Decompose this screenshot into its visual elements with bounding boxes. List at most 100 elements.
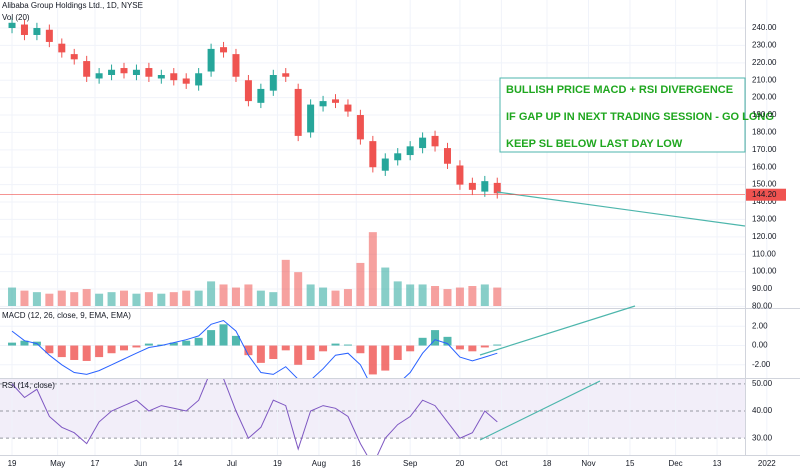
volume-bar [455, 287, 464, 306]
annotation: IF GAP UP IN NEXT TRADING SESSION - GO L… [506, 111, 774, 123]
volume-bar [331, 290, 340, 306]
x-tick-label: Jul [227, 459, 237, 468]
volume-bar [269, 292, 278, 306]
volume-bar [207, 281, 216, 306]
y-tick-label: 200.00 [752, 93, 777, 102]
macd-histogram-bar [406, 345, 415, 352]
trend-line [479, 380, 601, 441]
candle-body [157, 74, 165, 79]
volume-bar [107, 292, 116, 306]
macd-histogram-bar [169, 342, 178, 346]
volume-bar [244, 284, 253, 306]
volume-bar [157, 293, 166, 306]
candle-body [443, 148, 451, 164]
candle-body [294, 88, 302, 136]
macd-histogram-bar [95, 345, 104, 358]
volume-bar [493, 287, 502, 306]
volume-bar [281, 259, 290, 306]
candle-body [20, 24, 28, 35]
last-price-label: 144.20 [752, 190, 777, 199]
y-tick-label: 130.00 [752, 215, 777, 224]
candle-body [344, 104, 352, 112]
rsi-line [11, 379, 498, 455]
x-tick-label: Nov [581, 459, 595, 468]
volume-bar [45, 293, 54, 306]
macd-histogram-bar [244, 345, 253, 356]
candle-body [332, 99, 340, 103]
macd-label: MACD (12, 26, close, 9, EMA, EMA) [2, 311, 131, 320]
macd-histogram-bar [356, 345, 365, 354]
volume-bar [418, 284, 427, 306]
volume-bar [431, 286, 440, 306]
x-tick-label: 14 [173, 459, 182, 468]
last-price-tag [746, 188, 786, 201]
macd-histogram-bar [256, 345, 265, 363]
x-tick-label: Jun [134, 459, 147, 468]
volume-bar [144, 292, 153, 306]
x-tick-label: 15 [626, 459, 635, 468]
y-tick-label: 180.00 [752, 128, 777, 137]
volume-bar [480, 284, 489, 306]
volume-bar [393, 281, 402, 306]
candle-body [70, 54, 78, 60]
y-tick-label: 30.00 [752, 433, 773, 442]
y-tick-label: 0.00 [752, 341, 768, 350]
macd-histogram-bar [468, 345, 477, 352]
y-tick-label: 190.00 [752, 110, 777, 119]
volume-bar [231, 287, 240, 306]
y-tick-label: 170.00 [752, 145, 777, 154]
annotation-box [499, 77, 746, 153]
macd-histogram-bar [281, 345, 290, 351]
volume-bar [20, 290, 29, 306]
trend-line [496, 191, 746, 227]
x-tick-label: 16 [352, 459, 361, 468]
candle-body [456, 165, 464, 185]
candle-body [195, 73, 203, 86]
annotation: BULLISH PRICE MACD + RSI DIVERGENCE [506, 84, 733, 96]
macd-histogram-bar [343, 344, 352, 346]
x-tick-label: 19 [8, 459, 17, 468]
y-tick-label: 100.00 [752, 267, 777, 276]
volume-bar [194, 290, 203, 306]
volume-bar [219, 284, 228, 306]
volume-bar [132, 293, 141, 306]
macd-histogram-bar [8, 342, 17, 346]
volume-bar [169, 292, 178, 306]
volume-bar [356, 262, 365, 306]
volume-bar [32, 292, 41, 306]
macd-histogram-bar [194, 337, 203, 346]
volume-bar [70, 292, 79, 306]
y-tick-label: 40.00 [752, 406, 773, 415]
macd-histogram-bar [294, 345, 303, 365]
macd-histogram-bar [493, 344, 502, 346]
macd-histogram-bar [70, 345, 79, 360]
candle-body [406, 146, 414, 156]
candle-body [307, 104, 315, 133]
macd-histogram-bar [418, 337, 427, 346]
macd-histogram-bar [219, 324, 228, 346]
volume-bar [82, 289, 91, 306]
candle-body [419, 137, 427, 149]
x-tick-label: 18 [543, 459, 552, 468]
rsi-band [0, 379, 745, 438]
annotation: KEEP SL BELOW LAST DAY LOW [506, 138, 683, 150]
y-tick-label: 210.00 [752, 75, 777, 84]
volume-bar [343, 289, 352, 306]
macd-histogram-bar [207, 330, 216, 346]
chart-title: Alibaba Group Holdings Ltd., 1D, NYSE [2, 1, 143, 10]
rsi-label: RSI (14, close) [2, 381, 55, 390]
macd-histogram-bar [182, 340, 191, 346]
x-tick-label: Dec [668, 459, 682, 468]
candle-body [381, 158, 389, 171]
candle-body [207, 48, 215, 72]
macd-histogram-bar [82, 345, 91, 361]
candle-body [282, 73, 290, 77]
price-pane [8, 17, 502, 306]
volume-bar [294, 272, 303, 306]
y-tick-label: -2.00 [752, 360, 771, 369]
candle-body [220, 47, 228, 53]
candle-body [33, 28, 41, 35]
macd-histogram-bar [443, 336, 452, 346]
macd-histogram-bar [57, 345, 66, 358]
